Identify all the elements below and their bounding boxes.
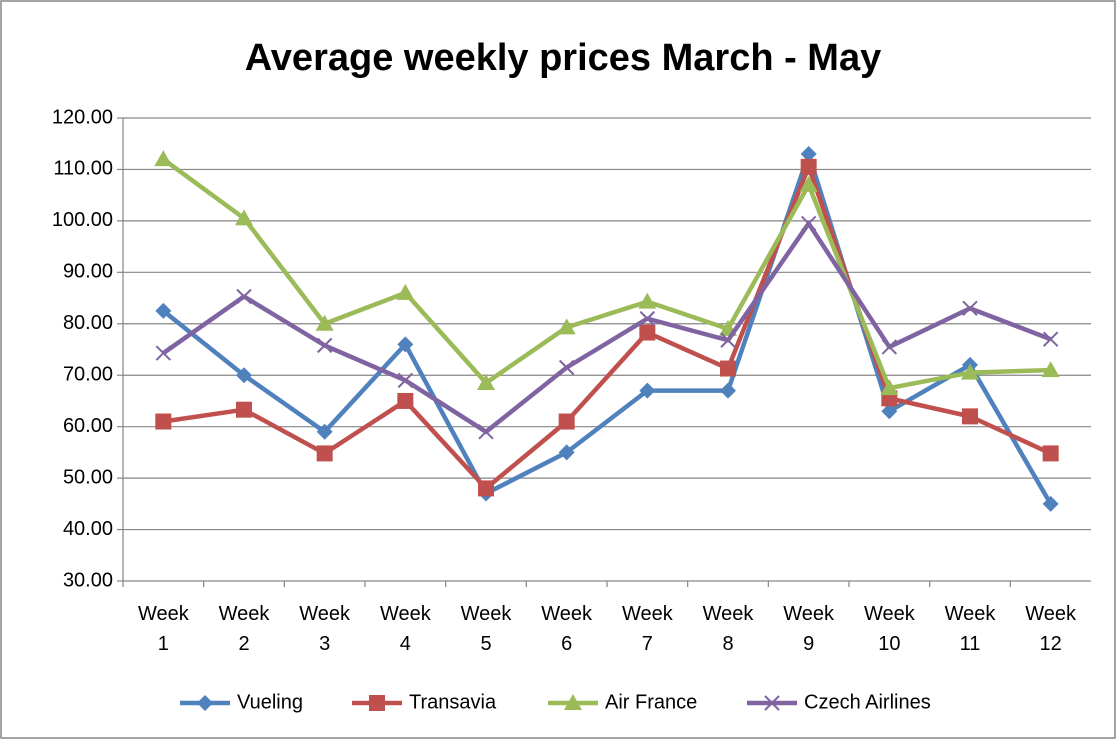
marker xyxy=(881,403,898,420)
x-tick-label: Week 2 xyxy=(218,603,270,655)
x-tick-label: Week 3 xyxy=(299,603,351,655)
x-tick-label: Week 5 xyxy=(460,603,512,655)
marker xyxy=(155,302,172,319)
marker xyxy=(478,424,494,440)
marker xyxy=(800,158,817,175)
marker xyxy=(800,146,817,163)
marker xyxy=(236,401,252,418)
x-tick-label: Week 12 xyxy=(1025,603,1077,655)
legend-label: Air France xyxy=(605,691,697,713)
y-tick-label: 70.00 xyxy=(63,364,113,386)
y-tick-label: 40.00 xyxy=(63,518,113,540)
marker xyxy=(477,373,495,390)
marker xyxy=(720,360,736,377)
x-tick-label: Week 6 xyxy=(541,603,593,655)
y-tick-label: 60.00 xyxy=(63,415,113,437)
marker xyxy=(315,314,334,331)
marker xyxy=(236,367,252,384)
x-tick-label: Week 9 xyxy=(783,603,835,655)
marker xyxy=(155,345,172,361)
x-tick-label: Week 1 xyxy=(137,603,189,655)
legend-label: Transavia xyxy=(409,691,497,713)
legend-label: Czech Airlines xyxy=(804,691,931,713)
marker xyxy=(720,382,736,399)
marker xyxy=(235,209,253,226)
y-tick-label: 90.00 xyxy=(63,261,113,283)
x-tick-label: Week 8 xyxy=(702,603,754,655)
marker xyxy=(558,359,575,376)
marker xyxy=(639,310,656,327)
marker xyxy=(1042,445,1059,462)
marker xyxy=(478,480,494,497)
marker xyxy=(1042,495,1059,512)
marker xyxy=(316,423,333,440)
marker xyxy=(397,372,414,389)
series-line xyxy=(163,164,1052,491)
marker xyxy=(396,283,415,300)
marker xyxy=(639,382,656,399)
series-line xyxy=(162,157,1051,391)
marker xyxy=(962,408,978,425)
marker xyxy=(316,445,333,462)
marker xyxy=(638,292,657,309)
marker xyxy=(197,695,213,711)
marker xyxy=(881,339,898,355)
marker xyxy=(558,444,575,461)
marker xyxy=(236,288,252,305)
marker xyxy=(397,336,414,353)
marker xyxy=(155,413,172,430)
marker xyxy=(558,413,575,430)
marker xyxy=(639,324,656,341)
x-tick-label: Week 4 xyxy=(379,603,431,655)
y-tick-label: 50.00 xyxy=(63,466,113,488)
marker xyxy=(799,175,818,192)
marker xyxy=(720,332,736,348)
marker xyxy=(154,150,173,167)
marker xyxy=(800,215,817,232)
legend-label: Vueling xyxy=(237,691,303,713)
marker xyxy=(564,694,582,710)
marker xyxy=(1042,331,1059,347)
y-tick-label: 110.00 xyxy=(53,158,113,180)
marker xyxy=(557,318,576,335)
marker xyxy=(961,363,979,380)
x-tick-label: Week 10 xyxy=(863,603,915,655)
chart-title: Average weekly prices March - May xyxy=(245,37,881,79)
marker xyxy=(764,695,780,711)
x-tick-label: Week 11 xyxy=(944,603,996,655)
marker xyxy=(1041,361,1060,378)
y-tick-label: 100.00 xyxy=(52,209,113,231)
marker xyxy=(880,379,899,396)
marker xyxy=(962,300,978,317)
series-line xyxy=(162,221,1052,435)
marker xyxy=(316,337,333,354)
y-tick-label: 120.00 xyxy=(52,106,113,128)
x-tick-label: Week 7 xyxy=(621,603,673,655)
marker xyxy=(397,392,414,409)
y-tick-label: 80.00 xyxy=(63,312,113,334)
marker xyxy=(369,695,385,711)
y-tick-label: 30.00 xyxy=(63,569,113,591)
